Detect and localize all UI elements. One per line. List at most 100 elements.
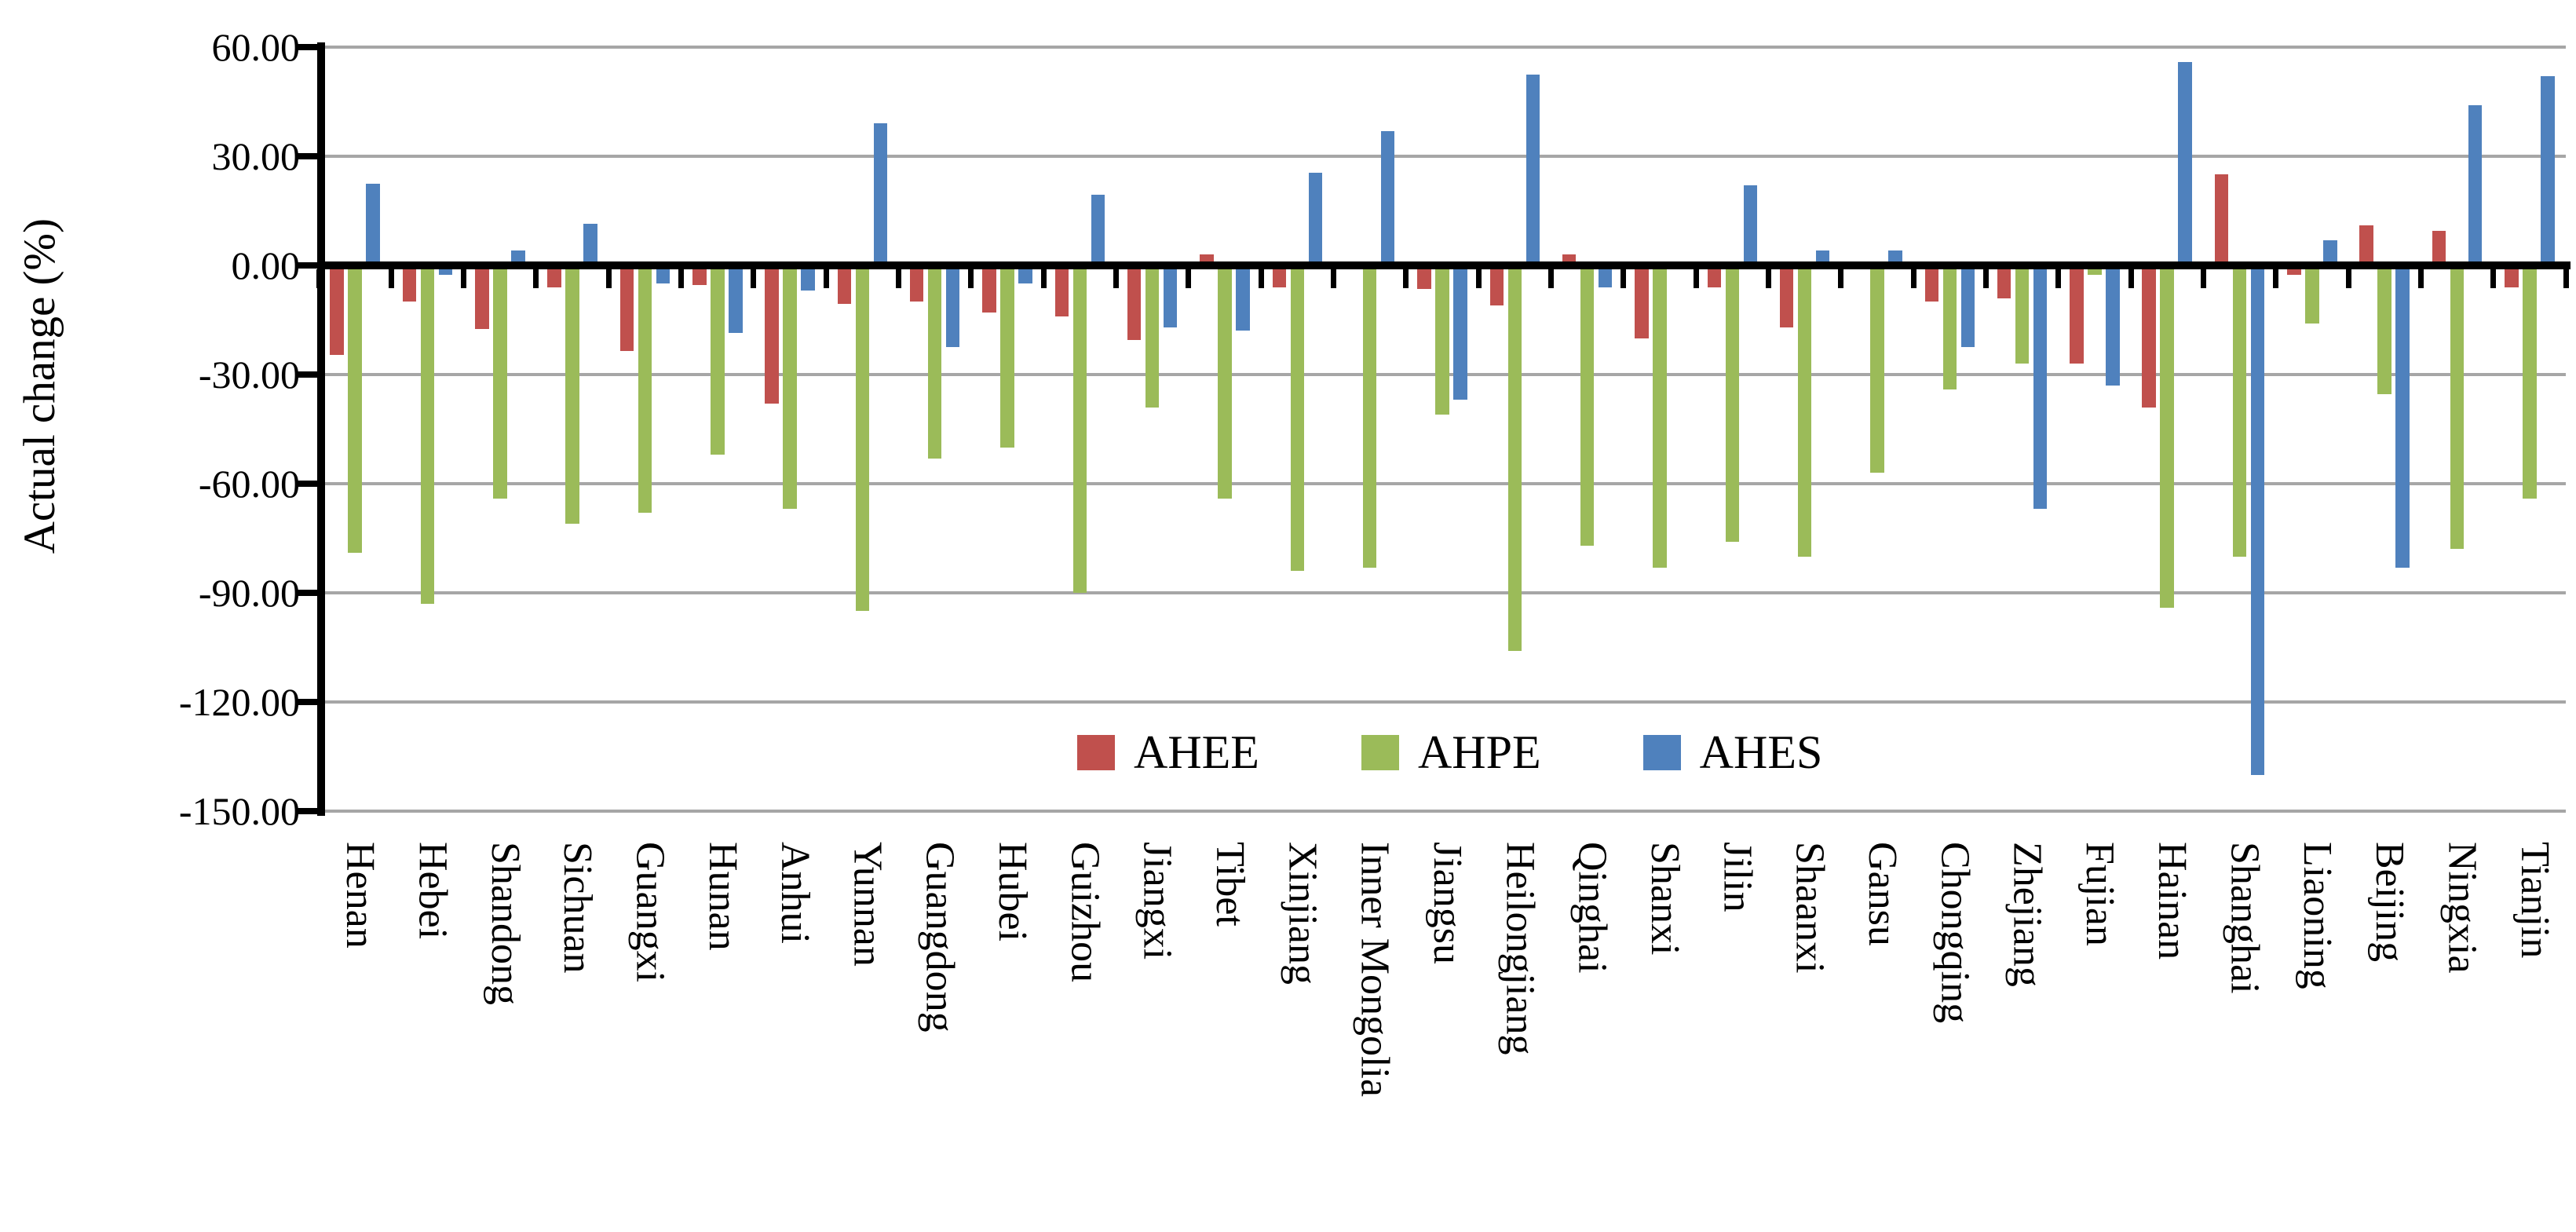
x-tick-mark	[1475, 269, 1482, 288]
x-tick-mark	[2490, 269, 2497, 288]
category-label: Henan	[338, 842, 383, 949]
category-label: Hunan	[700, 842, 745, 951]
gridline	[319, 155, 2566, 158]
ahes-bar	[2468, 105, 2483, 265]
ahpe-bar	[2232, 265, 2247, 557]
x-tick-mark	[1693, 269, 1699, 288]
ahes-bar	[1236, 265, 1250, 331]
ahpe-bar	[1072, 265, 1087, 593]
ahee-bar	[1272, 265, 1287, 287]
ahes-bar	[2541, 76, 2555, 265]
category-label: Shaanxi	[1787, 842, 1832, 974]
x-tick-mark	[2128, 269, 2134, 288]
ahee-bar	[475, 265, 489, 330]
ahpe-bar	[565, 265, 579, 524]
legend-label-ahes: AHES	[1699, 726, 1823, 778]
x-tick-mark	[461, 269, 467, 288]
ahpe-bar	[927, 265, 942, 459]
ahee-bar	[2287, 265, 2301, 275]
category-label: Sichuan	[555, 842, 601, 974]
y-tick-mark	[295, 371, 319, 378]
ahes-bar	[2323, 239, 2337, 265]
ahee-bar	[1779, 265, 1794, 327]
legend-swatch-ahpe	[1361, 734, 1399, 770]
gridline	[319, 809, 2566, 813]
x-tick-mark	[1910, 269, 1916, 288]
ahes-bar	[438, 265, 453, 275]
category-label: Yunnan	[845, 842, 890, 967]
ahpe-bar	[2305, 265, 2319, 324]
ahes-bar	[2178, 61, 2192, 265]
ahes-bar	[1743, 185, 1758, 265]
ahes-bar	[1091, 194, 1105, 265]
ahpe-bar	[2377, 265, 2391, 395]
y-tick-mark	[295, 44, 319, 51]
ahpe-bar	[348, 265, 362, 553]
category-label: Shanxi	[1642, 842, 1687, 956]
category-label: Chongqing	[1932, 842, 1978, 1024]
y-tick-label: 30.00	[211, 134, 301, 178]
ahee-bar	[1997, 265, 2011, 298]
ahee-bar	[837, 265, 852, 304]
x-tick-mark	[1403, 269, 1409, 288]
y-tick-mark	[295, 480, 319, 487]
y-tick-label: -90.00	[198, 570, 300, 615]
ahes-bar	[1598, 265, 1613, 287]
ahee-bar	[1924, 265, 1938, 302]
ahee-bar	[1417, 265, 1431, 290]
ahee-bar	[330, 265, 344, 355]
ahpe-bar	[1580, 265, 1595, 546]
x-tick-mark	[1547, 269, 1554, 288]
category-label: Tianjin	[2512, 842, 2557, 959]
ahee-bar	[619, 265, 634, 351]
y-axis-line	[317, 42, 325, 816]
gridline	[319, 700, 2566, 704]
x-tick-mark	[1186, 269, 1192, 288]
category-label: Guangdong	[917, 842, 963, 1033]
ahes-bar	[945, 265, 960, 348]
ahpe-bar	[493, 265, 507, 499]
category-label: Hubei	[990, 842, 1036, 942]
ahpe-bar	[1000, 265, 1014, 448]
ahee-bar	[2432, 230, 2446, 265]
ahpe-bar	[1218, 265, 1232, 499]
x-tick-mark	[316, 269, 322, 288]
ahpe-bar	[2160, 265, 2174, 608]
ahes-bar	[873, 123, 888, 265]
y-tick-label: 0.00	[231, 243, 301, 287]
ahes-bar	[1163, 265, 1178, 327]
x-tick-mark	[823, 269, 829, 288]
ahpe-bar	[855, 265, 870, 612]
ahes-bar	[1526, 74, 1540, 265]
x-tick-mark	[533, 269, 539, 288]
ahes-bar	[366, 183, 380, 265]
category-label: Hainan	[2150, 842, 2195, 960]
x-tick-mark	[1258, 269, 1264, 288]
category-label: Hebei	[410, 842, 455, 940]
ahes-bar	[2395, 265, 2410, 568]
x-tick-mark	[968, 269, 974, 288]
x-tick-mark	[2345, 269, 2351, 288]
x-tick-mark	[751, 269, 757, 288]
y-tick-label: -120.00	[178, 679, 300, 724]
ahee-bar	[2070, 265, 2084, 364]
x-tick-mark	[2273, 269, 2279, 288]
legend-item-ahee: AHEE	[1077, 729, 1259, 776]
ahes-bar	[2250, 265, 2265, 775]
ahpe-bar	[2450, 265, 2465, 550]
x-axis-zero-line	[317, 261, 2571, 269]
legend-item-ahes: AHES	[1642, 726, 1823, 778]
ahpe-bar	[2523, 265, 2537, 499]
x-tick-mark	[1765, 269, 1771, 288]
ahpe-bar	[2088, 265, 2102, 275]
y-tick-mark	[295, 807, 319, 814]
ahee-bar	[547, 265, 561, 287]
ahee-bar	[1054, 265, 1069, 316]
category-label: Anhui	[773, 842, 818, 944]
category-label: Guangxi	[627, 842, 673, 983]
x-tick-mark	[2563, 269, 2569, 288]
x-tick-mark	[605, 269, 612, 288]
category-label: Heilongjiang	[1497, 842, 1543, 1055]
x-tick-mark	[1982, 269, 1989, 288]
category-label: Qinghai	[1569, 842, 1615, 974]
